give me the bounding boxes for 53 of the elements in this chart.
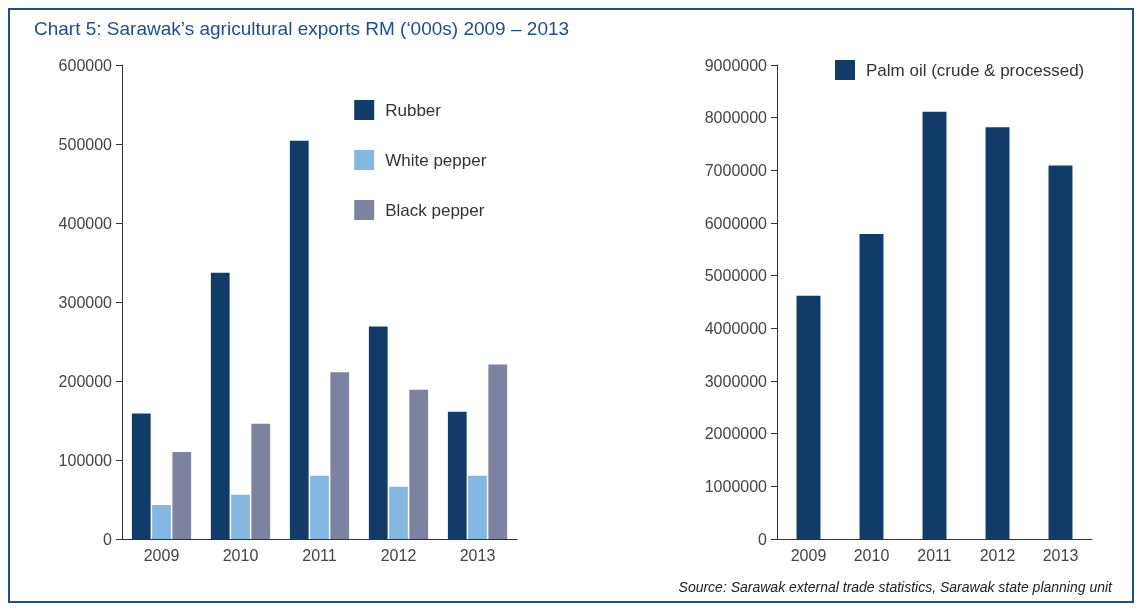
x-tick-label: 2011 <box>302 546 337 564</box>
bar <box>1048 165 1073 539</box>
x-tick-label: 2012 <box>979 546 1016 564</box>
y-tick-label: 8000000 <box>704 109 768 127</box>
y-tick-label: 100000 <box>58 451 113 469</box>
bar <box>488 364 508 539</box>
y-tick-label: 200000 <box>58 372 113 390</box>
x-tick-label: 2009 <box>790 546 827 564</box>
bar <box>409 389 429 539</box>
legend-label: Palm oil (crude & processed) <box>866 60 1085 80</box>
x-tick-label: 2010 <box>853 546 890 564</box>
source-note: Source: Sarawak external trade statistics, Sarawak state planning unit <box>678 579 1112 595</box>
legend-label: White pepper <box>385 150 487 170</box>
y-tick-label: 3000000 <box>704 372 768 390</box>
bar <box>447 411 467 539</box>
bar <box>922 111 947 539</box>
bar <box>172 452 192 539</box>
legend-label: Rubber <box>385 100 442 120</box>
bar <box>389 486 408 539</box>
y-tick-label: 4000000 <box>704 319 768 337</box>
bar <box>796 295 821 539</box>
bar <box>231 494 250 539</box>
bar <box>251 423 271 539</box>
x-tick-label: 2013 <box>459 546 496 564</box>
bar <box>289 140 309 539</box>
y-tick-label: 400000 <box>58 214 113 232</box>
bar <box>368 326 388 539</box>
y-tick-label: 5000000 <box>704 267 768 285</box>
x-tick-label: 2012 <box>380 546 417 564</box>
bar <box>468 475 487 539</box>
y-tick-label: 300000 <box>58 293 113 311</box>
bar <box>131 413 151 539</box>
x-tick-label: 2010 <box>222 546 259 564</box>
x-tick-label: 2011 <box>917 546 952 564</box>
y-tick-label: 9000000 <box>704 56 768 74</box>
bar <box>859 234 884 539</box>
bar <box>985 127 1010 539</box>
y-tick-label: 1000000 <box>704 477 768 495</box>
bar <box>330 372 350 539</box>
x-tick-label: 2009 <box>143 546 180 564</box>
y-tick-label: 500000 <box>58 135 113 153</box>
y-tick-label: 0 <box>758 530 768 548</box>
bar <box>210 272 230 539</box>
bar <box>310 475 329 539</box>
y-tick-label: 0 <box>103 530 113 548</box>
y-tick-label: 2000000 <box>704 425 768 443</box>
x-tick-label: 2013 <box>1042 546 1079 564</box>
chart-title: Chart 5: Sarawak’s agricultural exports RM (‘000s) 2009 – 2013 <box>34 18 570 40</box>
y-tick-label: 600000 <box>58 56 113 74</box>
bar <box>152 505 171 539</box>
y-tick-label: 7000000 <box>704 161 768 179</box>
y-tick-label: 6000000 <box>704 214 768 232</box>
legend-label: Black pepper <box>385 200 485 220</box>
